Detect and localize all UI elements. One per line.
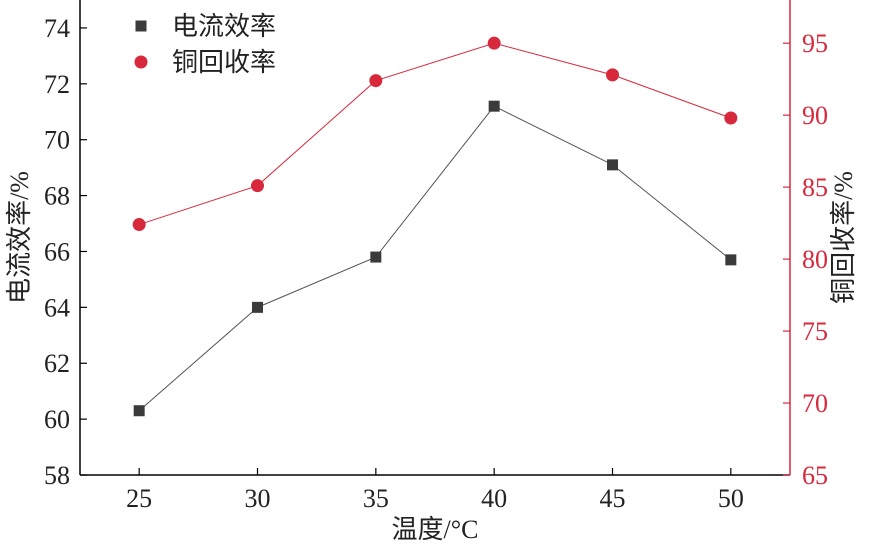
data-point-square — [607, 159, 618, 171]
legend-label: 铜回收率 — [172, 48, 276, 77]
x-tick-label: 50 — [718, 484, 744, 513]
axes-group: 25 30 35 40 45 50 58 60 62 64 66 68 70 72 74 65 70 75 80 85… — [5, 0, 858, 544]
data-point-circle — [369, 74, 383, 88]
y-right-tick-label: 85 — [802, 173, 828, 202]
x-axis-title: 温度/°C — [392, 515, 479, 544]
y-right-tick-label: 75 — [802, 317, 828, 346]
y-right-tick-label: 80 — [802, 245, 828, 274]
y-left-tick-label: 62 — [44, 349, 70, 378]
y-right-tick-label: 65 — [802, 461, 828, 490]
legend-marker-circle — [134, 55, 148, 69]
legend-label: 电流效率 — [172, 12, 276, 41]
data-point-circle — [724, 111, 738, 125]
legend-marker-square — [135, 20, 147, 32]
x-tick-label: 45 — [600, 484, 626, 513]
y-left-tick-label: 60 — [44, 405, 70, 434]
y-left-tick-label: 68 — [44, 182, 70, 211]
y-right-tick-label: 90 — [802, 101, 828, 130]
x-tick-label: 30 — [245, 484, 271, 513]
data-point-square — [133, 405, 145, 417]
y-left-axis-title: 电流效率/% — [5, 171, 34, 304]
y-left-tick-label: 66 — [44, 237, 70, 266]
x-tick-label: 25 — [126, 484, 152, 513]
y-left-tick-label: 72 — [44, 70, 70, 99]
data-point-circle — [132, 218, 146, 232]
y-left-tick-label: 64 — [44, 293, 70, 322]
y-left-tick-label: 70 — [44, 126, 70, 155]
x-tick-label: 40 — [481, 484, 507, 513]
series-line-2 — [139, 42, 732, 226]
y-right-tick-label: 95 — [802, 29, 828, 58]
data-point-square — [252, 301, 263, 313]
y-right-tick-label: 70 — [802, 389, 828, 418]
y-left-tick-label: 58 — [44, 461, 70, 490]
series-line-1 — [138, 105, 732, 412]
data-point-square — [370, 251, 382, 263]
y-left-tick-label: 74 — [44, 14, 70, 43]
data-point-circle — [251, 179, 264, 193]
x-tick-label: 35 — [363, 484, 389, 513]
series-group — [132, 36, 738, 417]
data-point-square — [488, 100, 500, 112]
y-right-axis-title: 铜回收率/% — [829, 171, 858, 304]
data-point-square — [725, 254, 737, 266]
data-point-circle — [487, 36, 501, 50]
data-point-circle — [606, 68, 619, 82]
